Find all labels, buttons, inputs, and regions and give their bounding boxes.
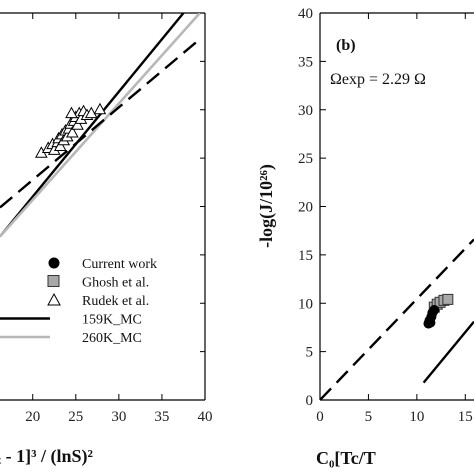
y-tick-label: 25 (298, 151, 313, 167)
legend-marker-circle (48, 257, 60, 269)
data-point-square (442, 293, 454, 305)
x-tick-label: 25 (68, 409, 83, 425)
y-tick-label: 10 (298, 296, 313, 312)
series-line-2 (320, 238, 474, 400)
panel-label: (b) (336, 37, 356, 54)
annotation-omega: Ωexp = 2.29 Ω (330, 71, 426, 88)
series-line-5 (0, 38, 201, 209)
data-point-triangle (66, 125, 79, 138)
y-axis-label-b: -log(J/10²⁶) (256, 164, 277, 248)
panel-a: 20 25 30 35 40 Current work Ghosh et al. Rudek… (0, 12, 213, 467)
x-tick-label: 30 (111, 409, 126, 425)
series-line-3 (422, 320, 474, 384)
legend-marker-square (47, 275, 60, 287)
legend-marker-triangle (47, 292, 61, 306)
data-point-circle (429, 305, 440, 316)
y-tick-label: 30 (298, 103, 313, 119)
data-point-triangle (71, 118, 84, 130)
x-tick-label: 15 (458, 409, 473, 425)
x-tick-label: 0 (316, 409, 324, 425)
x-tick-label: 10 (409, 409, 424, 425)
y-tick-label: 0 (306, 393, 314, 409)
legend-label: 260K_MC (82, 331, 142, 346)
x-axis-label-b: C₀[Tc/T (316, 448, 376, 468)
data-point-circle (425, 317, 436, 328)
data-point-triangle (93, 102, 107, 115)
x-tick-label: 5 (365, 409, 373, 425)
x-tick-label: 20 (25, 409, 40, 425)
legend: Current work Ghosh et al. Rudek et al. 159K… (0, 257, 157, 346)
series-line-3 (0, 13, 185, 238)
y-tick-label: 5 (306, 345, 314, 361)
x-tick-label: 35 (154, 409, 169, 425)
x-tick-label: 40 (198, 409, 213, 425)
legend-label: Current work (82, 257, 157, 272)
legend-label: 159K_MC (82, 313, 142, 328)
data-point-triangle (84, 106, 98, 119)
legend-label: Ghosh et al. (82, 276, 149, 291)
x-axis-label-a: ₓ - 1]³ / (lnS)² (0, 446, 93, 467)
y-tick-label: 35 (298, 54, 313, 70)
data-point-triangle (53, 139, 67, 152)
data-point-triangle (65, 106, 78, 119)
legend-label: Rudek et al. (82, 294, 149, 309)
y-tick-label: 40 (298, 6, 313, 22)
y-tick-label: 15 (298, 248, 313, 264)
panel-b: 0 5 10 15 0 5 10 15 20 25 30 35 40 (b) Ωexp = 2.29 Ω… (256, 6, 474, 468)
y-tick-label: 20 (298, 200, 313, 216)
